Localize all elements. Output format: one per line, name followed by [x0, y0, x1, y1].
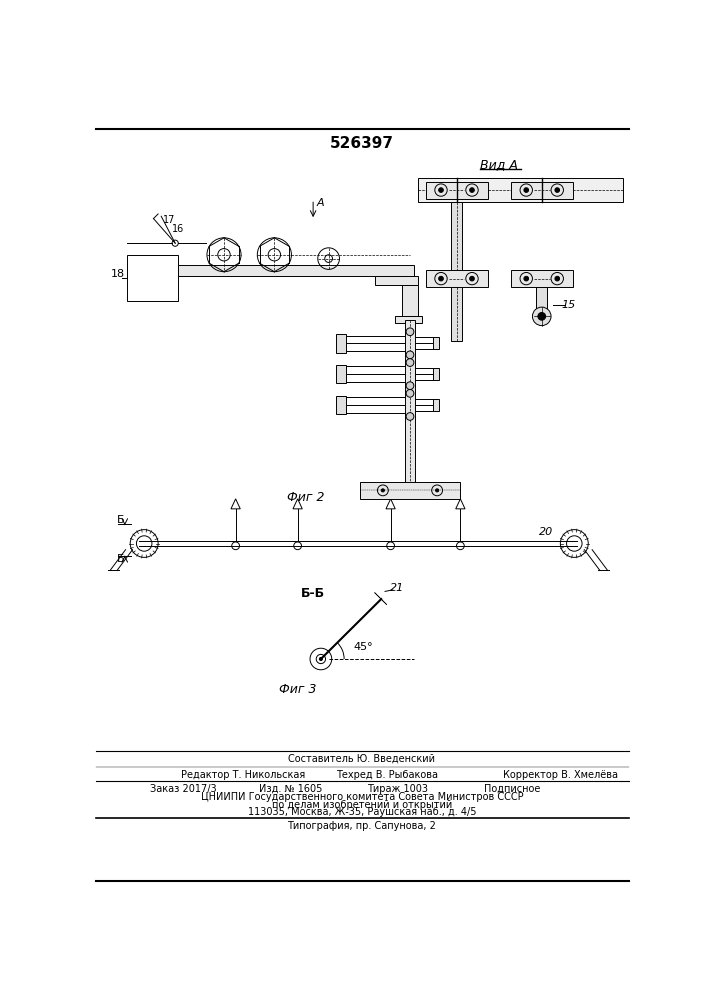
Circle shape [406, 413, 414, 420]
Text: Подписное: Подписное [484, 784, 540, 794]
Circle shape [406, 389, 414, 397]
Text: 16: 16 [172, 224, 185, 234]
Bar [177, 265, 414, 276]
Circle shape [438, 276, 443, 281]
Bar [360, 482, 460, 499]
Text: Изд. № 1605: Изд. № 1605 [259, 784, 322, 794]
Text: 21: 21 [390, 583, 404, 593]
Bar [451, 287, 462, 341]
Circle shape [436, 489, 438, 492]
Text: Фиг 3: Фиг 3 [279, 683, 316, 696]
Bar [402, 285, 418, 316]
Text: Корректор В. Хмелёва: Корректор В. Хмелёва [503, 770, 618, 780]
Circle shape [406, 382, 414, 389]
Polygon shape [456, 499, 465, 509]
Text: 17: 17 [163, 215, 175, 225]
Circle shape [406, 328, 414, 336]
Circle shape [381, 489, 385, 492]
Circle shape [555, 188, 559, 192]
Bar [337, 365, 346, 383]
Bar [433, 368, 440, 380]
Circle shape [172, 240, 178, 246]
Bar [375, 276, 418, 285]
Polygon shape [386, 499, 395, 509]
Circle shape [406, 351, 414, 359]
Bar [451, 202, 462, 274]
Text: Б-Б: Б-Б [301, 587, 325, 600]
Circle shape [524, 188, 529, 192]
Text: Вид А: Вид А [480, 158, 518, 171]
Bar [426, 270, 488, 287]
Text: Тираж 1003: Тираж 1003 [368, 784, 428, 794]
Bar [337, 334, 346, 353]
Text: Б: Б [117, 515, 124, 525]
Text: Заказ 2017/3: Заказ 2017/3 [151, 784, 217, 794]
Bar [510, 182, 573, 199]
Text: 526397: 526397 [330, 136, 394, 151]
Circle shape [524, 276, 529, 281]
Text: Б: Б [117, 554, 124, 564]
Bar [433, 337, 440, 349]
Text: 18: 18 [111, 269, 125, 279]
Bar [418, 178, 623, 202]
Bar [537, 287, 547, 310]
Circle shape [538, 312, 546, 320]
Bar [426, 182, 488, 199]
Text: 45°: 45° [354, 642, 373, 652]
Text: Фиг 2: Фиг 2 [286, 491, 324, 504]
Circle shape [469, 188, 474, 192]
Bar [404, 320, 416, 490]
Text: Типография, пр. Сапунова, 2: Типография, пр. Сапунова, 2 [288, 821, 436, 831]
Text: А: А [317, 198, 325, 208]
Bar [433, 399, 440, 411]
Text: 15: 15 [562, 300, 576, 310]
Polygon shape [293, 499, 303, 509]
Text: 20: 20 [539, 527, 553, 537]
Circle shape [438, 188, 443, 192]
Bar [337, 396, 346, 414]
Bar [510, 270, 573, 287]
Circle shape [469, 276, 474, 281]
Bar [395, 316, 421, 323]
Circle shape [532, 307, 551, 326]
Text: Редактор Т. Никольская: Редактор Т. Никольская [182, 770, 305, 780]
Polygon shape [375, 593, 387, 605]
Polygon shape [231, 499, 240, 509]
Circle shape [320, 657, 322, 661]
Text: по делам изобретений и открытий: по делам изобретений и открытий [271, 800, 452, 810]
Text: 113035, Москва, Ж-35, Раушская наб., д. 4/5: 113035, Москва, Ж-35, Раушская наб., д. … [247, 807, 477, 817]
Text: ЦНИИПИ Государственного комитета Совета Министров СССР: ЦНИИПИ Государственного комитета Совета … [201, 792, 523, 802]
Text: Техред В. Рыбакова: Техред В. Рыбакова [337, 770, 438, 780]
Bar [127, 255, 177, 301]
Circle shape [406, 359, 414, 366]
Text: Составитель Ю. Введенский: Составитель Ю. Введенский [288, 754, 436, 764]
Circle shape [555, 276, 559, 281]
